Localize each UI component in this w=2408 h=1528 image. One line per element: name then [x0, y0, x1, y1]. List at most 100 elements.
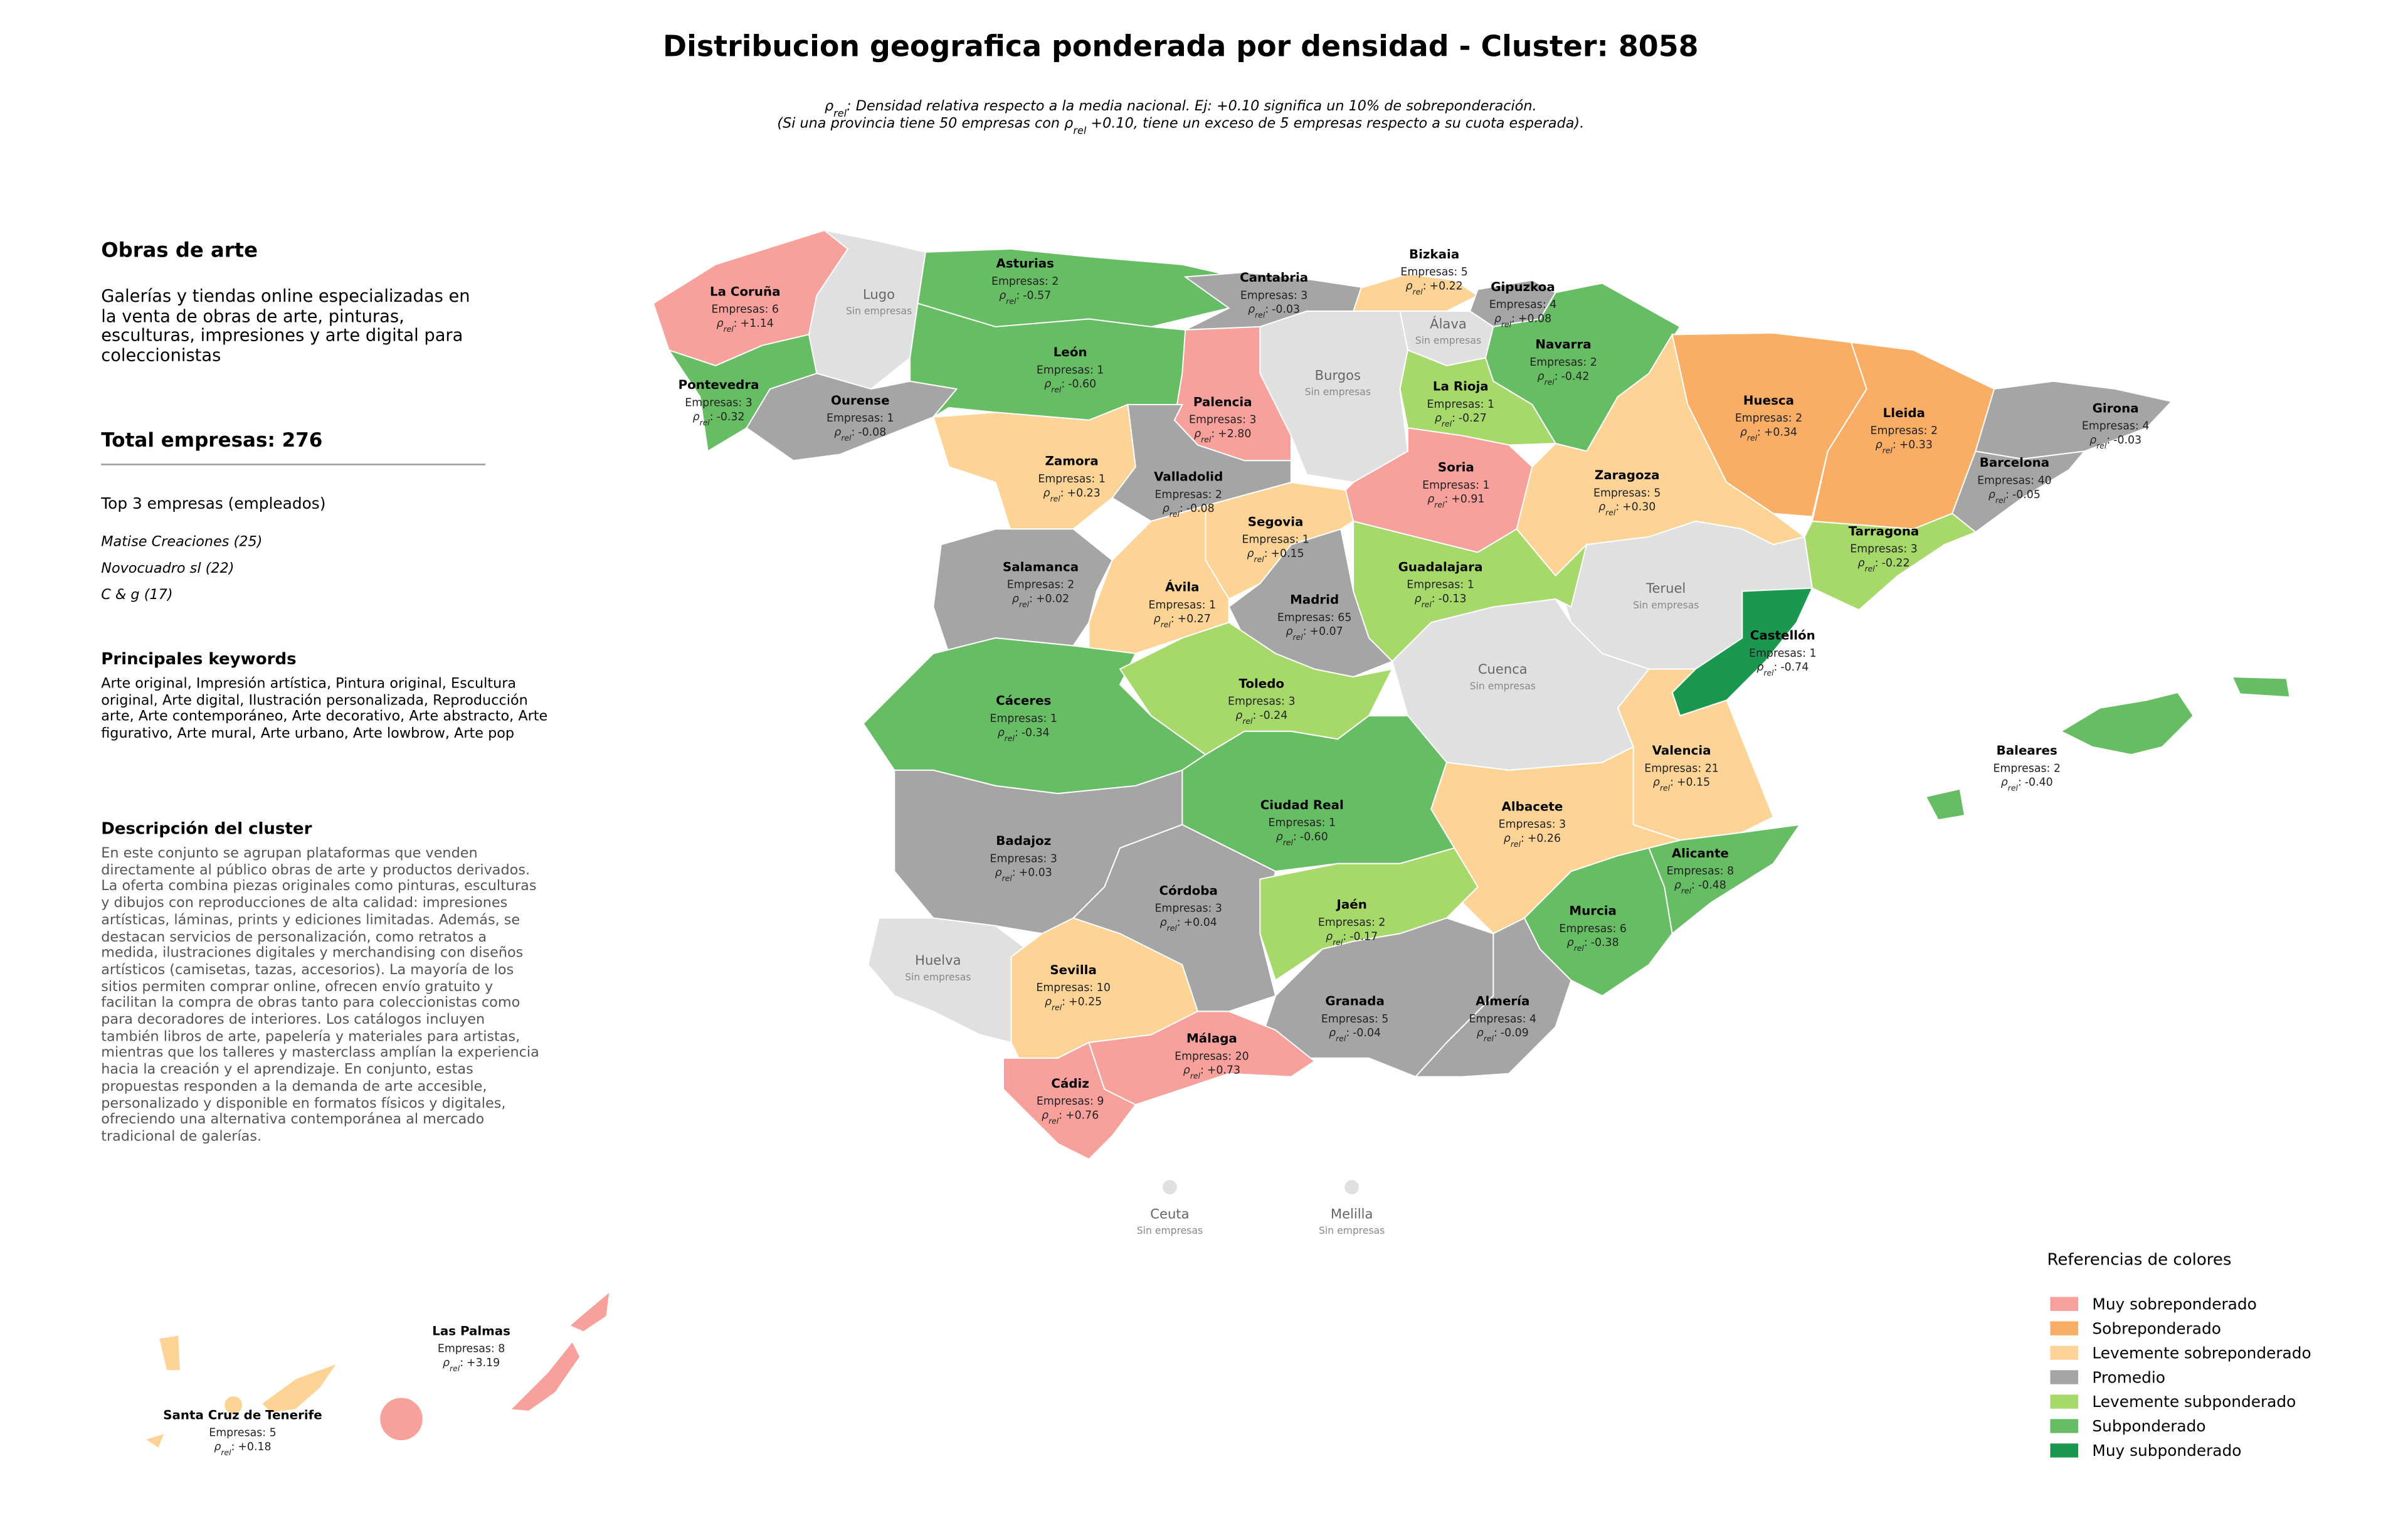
- legend-title: Referencias de colores: [2047, 1251, 2231, 1270]
- province-name: Ávila: [1165, 580, 1200, 595]
- legend-label: Levemente sobreponderado: [2092, 1344, 2311, 1362]
- province-count: Empresas: 2: [1007, 579, 1074, 592]
- rho-value: -0.04: [1353, 1027, 1381, 1039]
- province-name: Las Palmas: [432, 1324, 510, 1338]
- province-name: Cáceres: [996, 694, 1051, 708]
- separator: :: [1264, 548, 1268, 560]
- province-name: Lleida: [1883, 406, 1925, 420]
- province-rho: ρrel: +0.04: [1160, 916, 1217, 933]
- rho-subscript: rel: [1052, 1002, 1062, 1012]
- rho-subscript: rel: [2096, 440, 2107, 450]
- province-count: Empresas: 6: [711, 304, 778, 316]
- province-rho: ρrel: +0.15: [1247, 548, 1304, 563]
- rho-value: +0.22: [1430, 280, 1463, 292]
- province-count: Empresas: 1: [1407, 579, 1474, 592]
- panel-summary: Galerías y tiendas online especializadas…: [101, 286, 470, 366]
- province-rho: ρrel: -0.09: [1477, 1027, 1529, 1043]
- rho-value: +0.08: [1518, 312, 1551, 325]
- rho-subscript: rel: [1484, 1034, 1494, 1043]
- province-rho: ρrel: +0.03: [995, 867, 1052, 883]
- province-count: Empresas: 1: [1749, 647, 1816, 660]
- rho-value: -0.13: [1439, 593, 1467, 605]
- province-name: Cantabria: [1240, 270, 1308, 285]
- province-count: Empresas: 1: [826, 412, 894, 425]
- rho-value: -0.34: [1022, 726, 1050, 739]
- separator: :: [847, 98, 852, 114]
- rho-value: +0.91: [1451, 493, 1484, 506]
- legend-swatch: [2050, 1321, 2079, 1335]
- province-rho: ρrel: -0.03: [1248, 304, 1300, 319]
- province-name: Gipuzkoa: [1491, 280, 1555, 294]
- rho-subscript: rel: [1865, 563, 1876, 573]
- rho-subscript: rel: [1574, 943, 1585, 953]
- province-rho: ρrel: -0.17: [1326, 930, 1378, 947]
- no-data-label: Sin empresas: [1633, 600, 1699, 611]
- rho-value: -0.03: [2113, 434, 2141, 447]
- province-name: Cuenca: [1478, 661, 1528, 677]
- province-count: Empresas: 2: [1318, 916, 1385, 929]
- rho-symbol: ρ: [1756, 661, 1763, 674]
- rho-symbol: ρ: [1740, 427, 1747, 439]
- separator: :: [852, 427, 855, 439]
- rho-value: +0.34: [1764, 427, 1797, 439]
- province-rho: ρrel: -0.74: [1756, 661, 1809, 677]
- province-count: Empresas: 4: [1469, 1013, 1536, 1026]
- province-rho: ρrel: -0.40: [2001, 777, 2053, 793]
- title: Distribucion geografica ponderada por de…: [663, 29, 1699, 63]
- no-data-label: Sin empresas: [1470, 681, 1536, 692]
- separator: :: [231, 1441, 235, 1453]
- province-shape: [1925, 788, 1966, 821]
- separator: :: [1757, 427, 1761, 439]
- province-rho: ρrel: +0.23: [1043, 487, 1101, 503]
- separator: :: [1200, 1064, 1204, 1077]
- province-rho: ρrel: -0.60: [1044, 378, 1096, 395]
- rho-subscript: rel: [1283, 837, 1294, 847]
- province-shape: [1648, 824, 1802, 935]
- province-name: Lugo: [863, 286, 895, 302]
- separator: :: [1253, 709, 1257, 722]
- rho-value: -0.48: [1698, 879, 1726, 891]
- rho-symbol: ρ: [1247, 548, 1254, 560]
- rho-symbol: ρ: [1329, 1027, 1336, 1039]
- province-count: Empresas: 4: [1489, 299, 1556, 311]
- rho-subscript: rel: [1883, 445, 1893, 455]
- rho-subscript: rel: [1442, 419, 1452, 428]
- rho-subscript: rel: [841, 433, 852, 442]
- province-count: Empresas: 2: [1871, 425, 1938, 437]
- province-count: Empresas: 6: [1559, 923, 1626, 935]
- province-rho: ρrel: -0.27: [1435, 412, 1487, 428]
- province-rho: ρrel: +0.22: [1406, 280, 1463, 296]
- rho-subscript: rel: [1501, 319, 1512, 329]
- province-name: Asturias: [996, 257, 1054, 271]
- province-rho: ρrel: -0.24: [1235, 709, 1287, 726]
- province-name: Badajoz: [996, 834, 1051, 848]
- legend-swatch: [2050, 1394, 2079, 1409]
- rho-symbol: ρ: [995, 867, 1002, 879]
- province-count: Empresas: 4: [2082, 420, 2149, 433]
- legend-label: Muy sobreponderado: [2092, 1295, 2256, 1313]
- rho-symbol: ρ: [1045, 995, 1052, 1008]
- province-name: Guadalajara: [1398, 560, 1483, 574]
- province-count: Empresas: 3: [1240, 289, 1307, 302]
- province-count: Empresas: 20: [1175, 1050, 1249, 1063]
- rho-symbol: ρ: [214, 1441, 221, 1453]
- province-rho: ρrel: -0.57: [999, 289, 1051, 305]
- rho-subscript: rel: [1051, 385, 1062, 394]
- province-count: Empresas: 9: [1037, 1095, 1104, 1108]
- rho-value: +1.14: [741, 317, 774, 330]
- rho-symbol: ρ: [693, 411, 700, 423]
- rho-subscript: rel: [1050, 494, 1061, 503]
- rho-value: -0.09: [1501, 1027, 1529, 1039]
- province-name: Baleares: [1997, 743, 2057, 758]
- province-name: Almería: [1476, 994, 1529, 1008]
- subtitle-text: (Si una provincia tiene 50 empresas con: [777, 115, 1064, 131]
- separator: :: [1060, 487, 1064, 499]
- province-name: Valencia: [1652, 743, 1711, 758]
- no-data-label: Sin empresas: [1305, 386, 1371, 398]
- separator: :: [1211, 428, 1215, 440]
- province-count: Empresas: 40: [1977, 474, 2052, 487]
- province-rho: ρrel: -0.08: [1163, 502, 1215, 519]
- separator: :: [1265, 304, 1269, 316]
- rho-subscript: rel: [2008, 783, 2019, 792]
